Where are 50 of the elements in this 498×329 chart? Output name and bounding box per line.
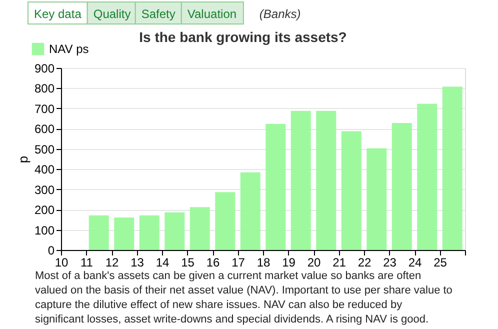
bar <box>366 148 387 250</box>
y-tick-label: 700 <box>34 102 55 116</box>
text: Valuation <box>187 7 237 21</box>
x-tick-label: 17 <box>232 256 246 270</box>
bar <box>215 192 236 250</box>
x-tick-label: 15 <box>181 256 195 270</box>
bar <box>190 207 210 250</box>
y-tick-label: 500 <box>34 142 55 156</box>
bar <box>442 86 462 250</box>
x-tick-label: 25 <box>434 256 448 270</box>
x-tick-label: 10 <box>54 256 68 270</box>
x-tick-label: 20 <box>307 256 321 270</box>
x-tick-label: 24 <box>408 256 422 270</box>
bar <box>392 123 412 250</box>
x-tick-label: 19 <box>282 256 296 270</box>
bar <box>341 131 362 250</box>
y-tick-label: 400 <box>34 162 55 177</box>
bar <box>240 172 260 250</box>
y-axis-title: p <box>15 156 30 164</box>
text: (Banks) <box>259 7 301 21</box>
bar <box>266 124 286 250</box>
bar <box>88 215 109 250</box>
y-tick-label: 800 <box>34 82 55 96</box>
bar <box>417 104 438 250</box>
x-tick-label: 23 <box>383 256 397 270</box>
x-tick-label: 13 <box>130 256 144 270</box>
x-tick-label: 16 <box>206 256 220 270</box>
y-tick-label: 0 <box>48 244 55 258</box>
chart-title: Is the bank growing its assets? <box>139 29 347 45</box>
legend-label: NAV ps <box>49 42 89 56</box>
bar <box>290 110 311 250</box>
x-tick-label: 12 <box>105 256 119 270</box>
y-tick-label: 100 <box>34 223 55 238</box>
text: Quality <box>93 7 131 21</box>
x-tick-label: 14 <box>156 256 170 270</box>
x-tick-label: 22 <box>358 256 372 270</box>
y-tick-label: 600 <box>34 122 55 136</box>
y-tick-label: 200 <box>34 203 55 218</box>
x-tick-label: 18 <box>256 256 270 270</box>
text: Most of a bank's assets can be given a current market value so banks are often valued on the basis of their net asset value (NAV). Important to use per share value to capture the dilutive effect of new share issues. NAV can also be reduced by significant losses, asset write-downs and special dividends. A rising NAV is good. <box>35 270 452 326</box>
x-tick-label: 21 <box>332 256 346 270</box>
text: Safety <box>141 7 176 21</box>
bar <box>114 217 134 250</box>
bar <box>316 110 336 250</box>
y-tick-label: 300 <box>34 182 55 197</box>
y-tick-label: 900 <box>34 62 55 76</box>
x-tick-label: 11 <box>80 256 94 270</box>
bar <box>139 215 160 250</box>
text: Key data <box>34 7 82 21</box>
bar <box>164 212 185 250</box>
